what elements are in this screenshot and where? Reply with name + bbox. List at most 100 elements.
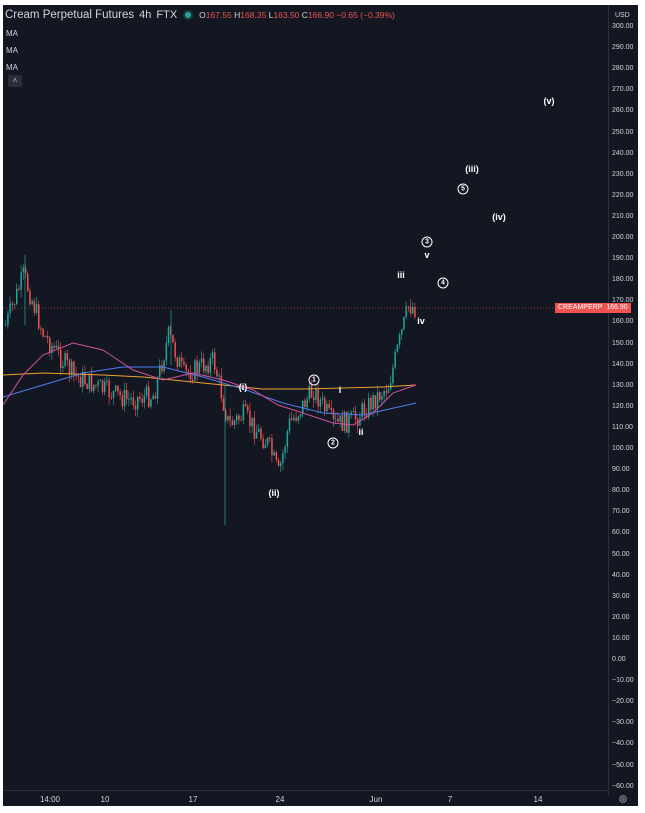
candle-body bbox=[335, 418, 337, 420]
price-axis-tick: 70.00 bbox=[612, 508, 630, 516]
wave-label: 3 bbox=[421, 236, 433, 248]
candle-body bbox=[313, 397, 315, 401]
candle-body bbox=[282, 453, 284, 464]
settings-gear-icon[interactable] bbox=[618, 794, 628, 804]
candle-body bbox=[374, 395, 377, 409]
candle-body bbox=[123, 389, 126, 407]
time-axis-tick: 24 bbox=[275, 795, 285, 804]
candle-body bbox=[68, 360, 71, 375]
candle-body bbox=[372, 395, 374, 410]
candle-body bbox=[141, 398, 143, 403]
candle-body bbox=[51, 345, 53, 354]
price-tag-value: 166.90 bbox=[606, 304, 628, 311]
candle-body bbox=[286, 431, 289, 447]
candle-body bbox=[297, 416, 300, 421]
candle-body bbox=[20, 272, 22, 290]
indicator-ma-2[interactable]: MA bbox=[6, 46, 18, 55]
candle-body bbox=[350, 412, 352, 416]
candle-body bbox=[126, 389, 128, 400]
collapse-indicators-button[interactable]: ˄ bbox=[8, 75, 22, 87]
candle-body bbox=[357, 419, 359, 426]
candle-body bbox=[383, 390, 385, 397]
candle-body bbox=[229, 415, 231, 421]
market-status-icon bbox=[185, 12, 192, 18]
price-axis-tick: 180.00 bbox=[612, 276, 634, 284]
candle-body bbox=[324, 398, 326, 412]
candle-body bbox=[253, 417, 256, 439]
candle-body bbox=[255, 431, 258, 439]
candle-body bbox=[216, 369, 218, 377]
candle-body bbox=[288, 418, 291, 432]
candle-body bbox=[38, 304, 40, 329]
candle-body bbox=[401, 329, 403, 335]
candle-body bbox=[40, 328, 42, 330]
candle-body bbox=[178, 357, 181, 367]
candle-body bbox=[167, 326, 170, 343]
price-axis[interactable]: USD 300.00 290.00 280.00 270.00 260.00 250.00… bbox=[608, 5, 638, 795]
price-axis-tick: 240.00 bbox=[612, 149, 634, 157]
candle-body bbox=[64, 353, 66, 367]
price-axis-tick: 90.00 bbox=[612, 466, 630, 474]
candle-body bbox=[242, 404, 245, 421]
chart-area[interactable]: Cream Perpetual Futures 4h FTX O167.55 H… bbox=[3, 5, 638, 806]
price-axis-tick: 30.00 bbox=[612, 592, 630, 600]
candle-body bbox=[7, 313, 9, 325]
price-axis-tick: 20.00 bbox=[612, 613, 630, 621]
time-axis-tick: 17 bbox=[188, 795, 198, 804]
candle-body bbox=[247, 406, 249, 411]
candle-body bbox=[143, 395, 146, 403]
price-axis-tick: 280.00 bbox=[612, 65, 634, 73]
candle-body bbox=[119, 391, 121, 396]
candle-body bbox=[187, 370, 190, 373]
price-axis-tick: 170.00 bbox=[612, 297, 634, 305]
moving-average-line bbox=[3, 366, 417, 416]
candle-body bbox=[251, 417, 253, 427]
symbol-title[interactable]: Cream Perpetual Futures bbox=[5, 9, 135, 21]
interval-label[interactable]: 4h bbox=[139, 9, 152, 21]
indicator-ma-3[interactable]: MA bbox=[6, 63, 18, 72]
time-axis[interactable]: 14:00 10 17 24 Jun 7 14 bbox=[3, 790, 608, 806]
candle-body bbox=[293, 417, 295, 420]
candle-body bbox=[62, 366, 64, 368]
candle-body bbox=[304, 400, 306, 408]
candle-body bbox=[227, 415, 229, 421]
candle-body bbox=[310, 385, 313, 398]
currency-label: USD bbox=[615, 12, 630, 19]
wave-label: 1 bbox=[308, 374, 320, 386]
candle-body bbox=[121, 395, 124, 407]
candle-body bbox=[262, 438, 264, 449]
time-axis-tick: Jun bbox=[369, 795, 383, 804]
candle-body bbox=[112, 390, 115, 398]
candle-body bbox=[73, 361, 75, 374]
price-axis-tick: 300.00 bbox=[612, 23, 634, 30]
candle-body bbox=[291, 418, 293, 420]
candle-body bbox=[218, 375, 220, 377]
candle-body bbox=[93, 384, 95, 392]
candle-body bbox=[97, 381, 99, 386]
candle-body bbox=[31, 301, 33, 305]
candle-body bbox=[183, 361, 185, 365]
price-axis-tick: −10.00 bbox=[612, 677, 634, 685]
candle-body bbox=[200, 358, 203, 363]
candle-body bbox=[275, 452, 278, 460]
candle-body bbox=[159, 365, 161, 378]
candle-body bbox=[306, 399, 308, 408]
candle-body bbox=[132, 397, 135, 406]
candle-body bbox=[130, 397, 132, 400]
candle-body bbox=[35, 304, 38, 313]
candle-body bbox=[295, 417, 297, 421]
candle-body bbox=[231, 420, 234, 426]
symbol-header: Cream Perpetual Futures 4h FTX O167.55 H… bbox=[5, 7, 395, 23]
candle-body bbox=[110, 397, 113, 399]
candle-body bbox=[354, 411, 357, 420]
price-chart[interactable] bbox=[3, 5, 608, 790]
price-axis-tick: −20.00 bbox=[612, 698, 634, 706]
candle-body bbox=[13, 304, 16, 306]
candle-body bbox=[412, 307, 414, 314]
candle-body bbox=[163, 360, 165, 372]
indicator-ma-1[interactable]: MA bbox=[6, 29, 18, 38]
wave-label: i bbox=[338, 385, 342, 395]
exchange-label: FTX bbox=[156, 9, 178, 21]
candle-body bbox=[139, 396, 141, 399]
candle-body bbox=[44, 336, 47, 338]
